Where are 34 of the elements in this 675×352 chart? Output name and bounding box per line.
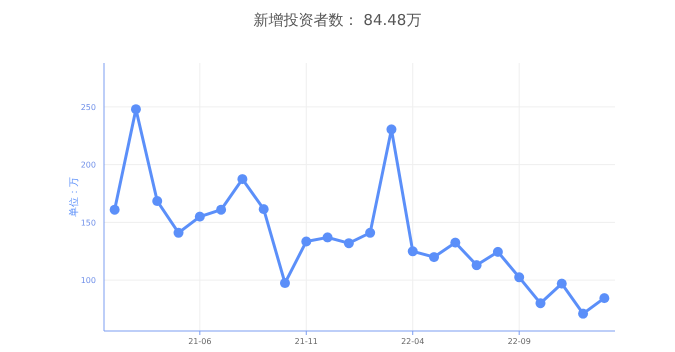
- point: [301, 236, 312, 246]
- point: [535, 298, 546, 308]
- point: [194, 212, 205, 222]
- point: [450, 238, 460, 248]
- point: [280, 278, 290, 288]
- point: [386, 124, 396, 134]
- point: [429, 252, 440, 262]
- x-tick-label: 21-06: [188, 337, 212, 346]
- y-tick-label: 250: [80, 102, 96, 112]
- y-tick-label: 100: [80, 276, 96, 286]
- point: [322, 232, 333, 242]
- point: [216, 204, 226, 215]
- point: [152, 196, 162, 206]
- point: [365, 228, 376, 238]
- y-axis-title: 单位：万: [68, 177, 80, 217]
- x-tick-label: 21-11: [294, 337, 318, 346]
- chart-title: 新增投资者数： 84.48万: [254, 11, 422, 29]
- x-tick-label: 22-09: [508, 337, 531, 346]
- point: [599, 293, 610, 304]
- x-tick-label: 22-04: [401, 337, 424, 346]
- point: [110, 204, 120, 215]
- point: [578, 308, 588, 319]
- point: [408, 246, 418, 256]
- point: [258, 204, 269, 214]
- y-tick-label: 150: [80, 218, 96, 228]
- point: [472, 260, 482, 270]
- y-tick-label: 200: [80, 160, 96, 170]
- point: [130, 104, 141, 114]
- point: [344, 238, 354, 248]
- point: [174, 228, 184, 238]
- point: [492, 246, 503, 257]
- point: [514, 272, 524, 282]
- point: [556, 278, 567, 289]
- point: [237, 174, 248, 184]
